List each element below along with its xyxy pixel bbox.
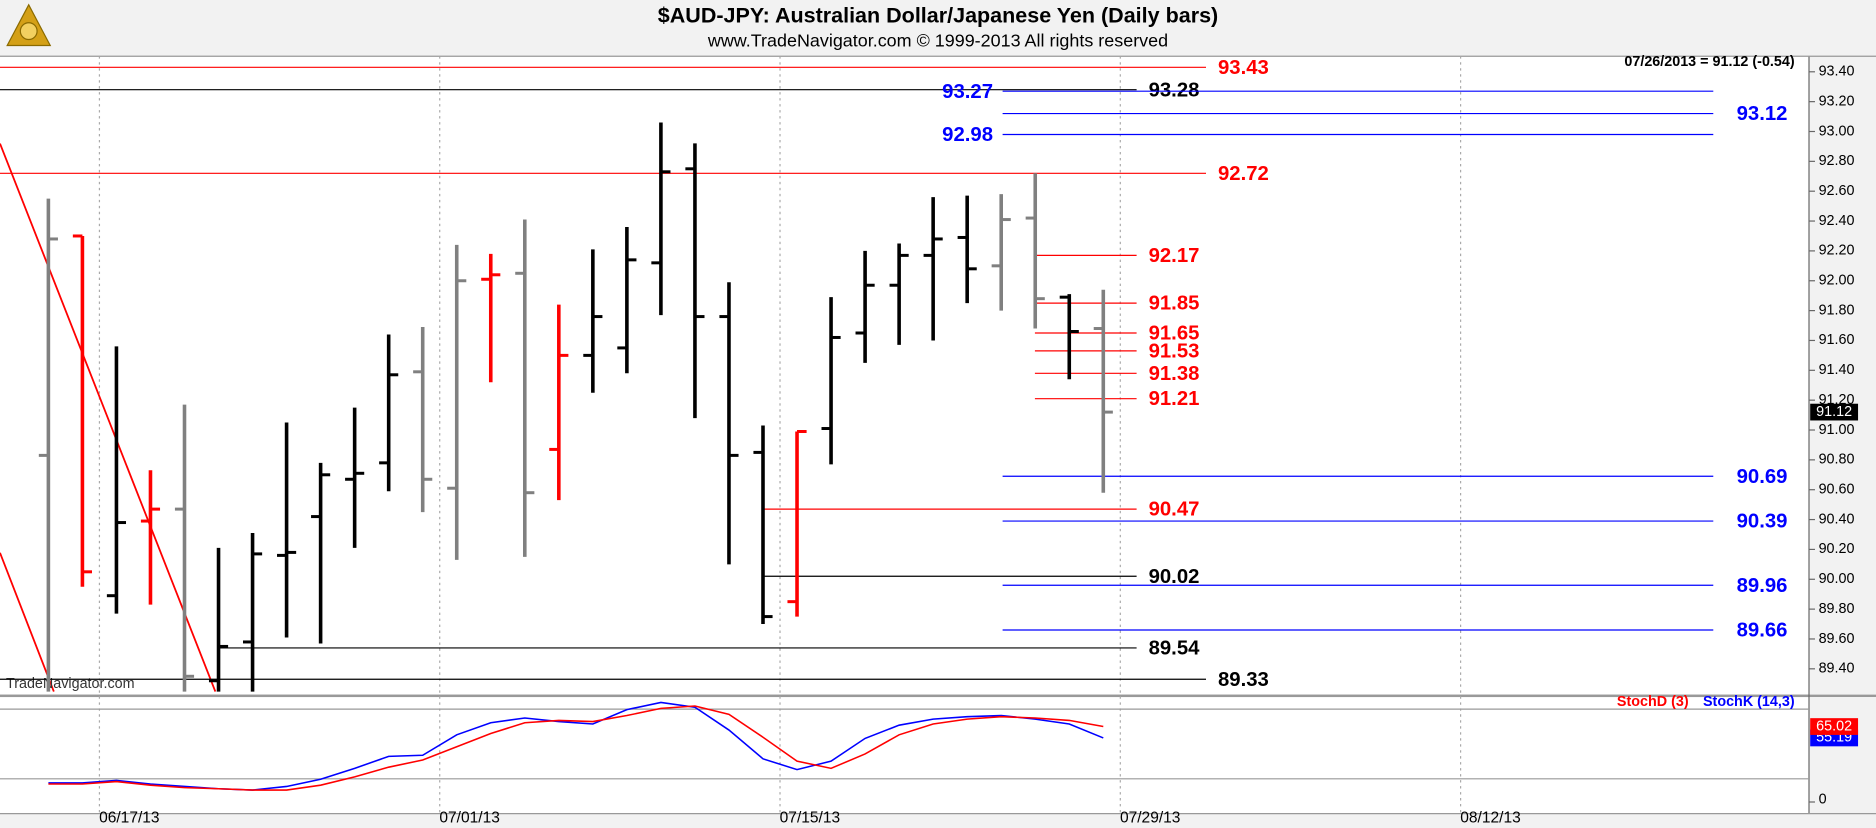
price-panel bbox=[0, 56, 1809, 694]
y-tick-label: 92.40 bbox=[1819, 213, 1855, 229]
level-label: 89.66 bbox=[1737, 620, 1788, 642]
level-label: 91.21 bbox=[1149, 388, 1200, 410]
level-label: 93.28 bbox=[1149, 79, 1200, 101]
level-label: 89.54 bbox=[1149, 637, 1201, 659]
logo bbox=[6, 3, 52, 47]
level-label: 90.47 bbox=[1149, 499, 1200, 521]
legend-entry: StochD (3) bbox=[1617, 694, 1689, 710]
value-label: 65.02 bbox=[1816, 718, 1852, 734]
logo-shape bbox=[19, 22, 38, 41]
grid bbox=[98, 56, 1462, 814]
y-tick-label: 93.20 bbox=[1819, 93, 1855, 109]
y-tick-label: 89.40 bbox=[1819, 661, 1855, 677]
trendlines bbox=[0, 143, 217, 692]
y-tick-label: 90.80 bbox=[1819, 452, 1855, 468]
y-tick-label: 93.40 bbox=[1819, 64, 1855, 80]
y-tick-label: 92.60 bbox=[1819, 183, 1855, 199]
level-label: 90.39 bbox=[1737, 511, 1788, 533]
header-note: 07/26/2013 = 91.12 (-0.54) bbox=[1624, 54, 1794, 70]
trendline bbox=[0, 552, 55, 692]
watermark: TradeNavigator.com bbox=[6, 676, 135, 692]
y-tick-label: 90.20 bbox=[1819, 541, 1855, 557]
y-tick-label: 92.80 bbox=[1819, 153, 1855, 169]
y-tick-label: 91.80 bbox=[1819, 302, 1855, 318]
y-tick-label: 91.60 bbox=[1819, 332, 1855, 348]
chart-subtitle: www.TradeNavigator.com © 1999-2013 All r… bbox=[707, 31, 1168, 51]
stoch-panel bbox=[0, 697, 1809, 814]
level-label: 91.53 bbox=[1149, 340, 1200, 362]
level-label: 93.27 bbox=[942, 81, 993, 103]
y-tick-label: 90.40 bbox=[1819, 511, 1855, 527]
y-tick-label: 91.00 bbox=[1819, 422, 1855, 438]
level-label: 91.65 bbox=[1149, 323, 1200, 345]
level-label: 90.69 bbox=[1737, 466, 1788, 488]
x-tick-label: 07/29/13 bbox=[1120, 810, 1181, 827]
level-label: 91.85 bbox=[1149, 293, 1200, 315]
value-box bbox=[1810, 718, 1859, 735]
trendline bbox=[0, 143, 217, 692]
y-tick-label: 90.00 bbox=[1819, 571, 1855, 587]
legend-entry: StochK (14,3) bbox=[1703, 694, 1795, 710]
y-tick-label: 89.80 bbox=[1819, 601, 1855, 617]
level-label: 91.38 bbox=[1149, 363, 1200, 385]
last-price-box bbox=[1810, 403, 1859, 421]
level-label: 92.72 bbox=[1218, 163, 1269, 185]
chart-title: $AUD-JPY: Australian Dollar/Japanese Yen… bbox=[658, 3, 1218, 27]
last-price-label: 91.12 bbox=[1816, 404, 1852, 420]
x-tick-label: 06/17/13 bbox=[99, 810, 160, 827]
level-label: 93.12 bbox=[1737, 103, 1788, 125]
level-label: 89.96 bbox=[1737, 575, 1788, 597]
x-tick-label: 07/15/13 bbox=[780, 810, 841, 827]
y-tick-label: 0 bbox=[1819, 791, 1827, 807]
y-tick-label: 92.00 bbox=[1819, 273, 1855, 289]
level-label: 90.02 bbox=[1149, 566, 1200, 588]
y-tick-label: 90.60 bbox=[1819, 482, 1855, 498]
level-label: 92.17 bbox=[1149, 245, 1200, 267]
level-label: 93.43 bbox=[1218, 57, 1269, 79]
level-label: 92.98 bbox=[942, 124, 993, 146]
y-tick-label: 92.20 bbox=[1819, 243, 1855, 259]
y-tick-label: 93.00 bbox=[1819, 123, 1855, 139]
y-tick-label: 91.40 bbox=[1819, 362, 1855, 378]
stoch-line bbox=[48, 705, 1104, 791]
x-tick-label: 07/01/13 bbox=[439, 810, 500, 827]
level-label: 89.33 bbox=[1218, 669, 1269, 691]
y-tick-label: 89.60 bbox=[1819, 631, 1855, 647]
x-tick-label: 08/12/13 bbox=[1460, 810, 1521, 827]
